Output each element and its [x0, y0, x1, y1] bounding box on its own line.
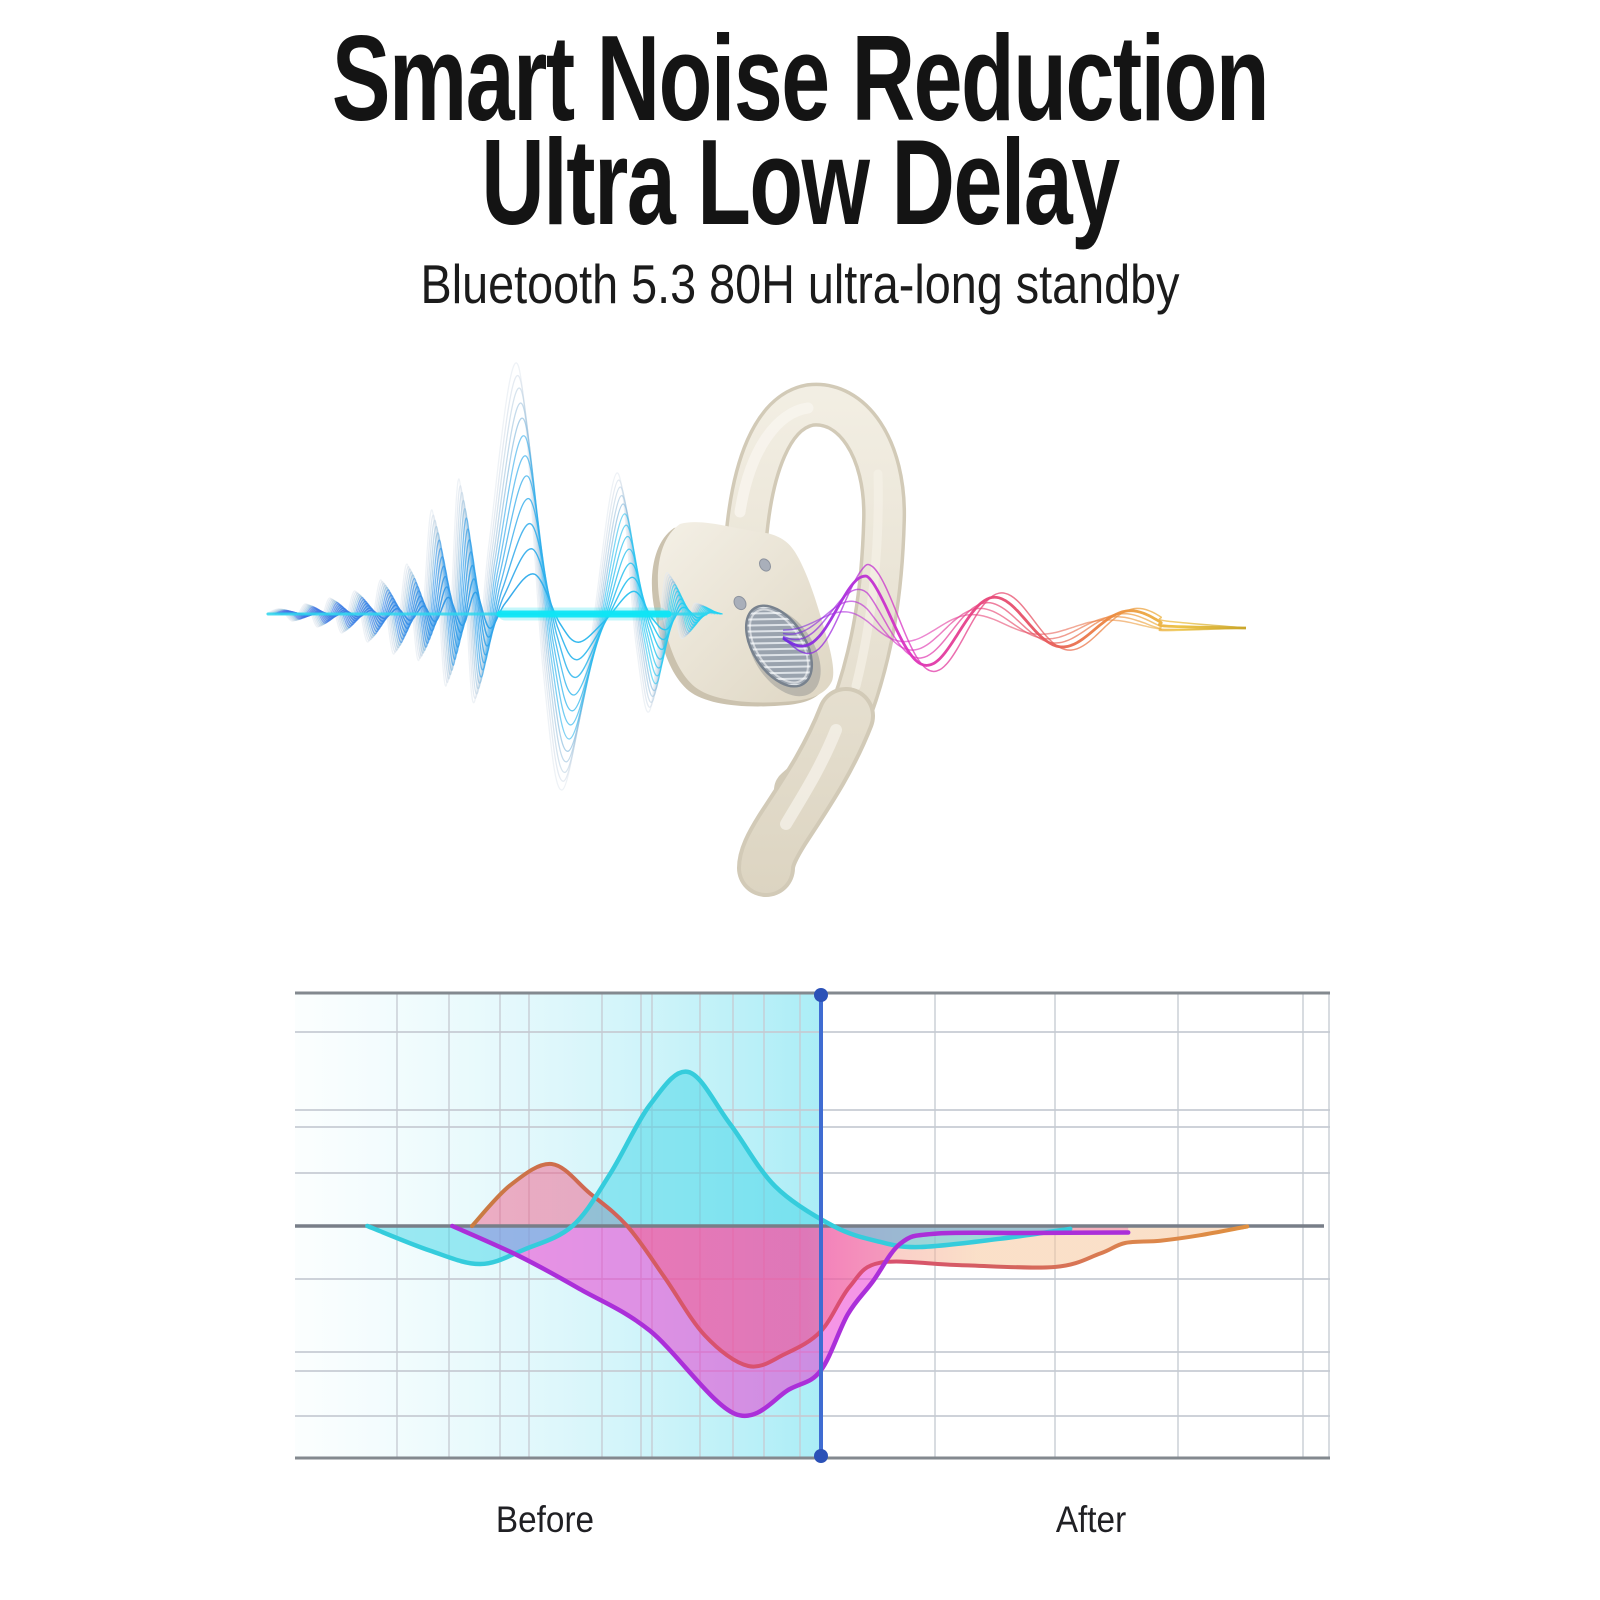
original-noise-wave-fill: [367, 1071, 1071, 1265]
noise-wave-line: [280, 548, 722, 661]
title-line-2: Ultra Low Delay: [481, 114, 1120, 250]
processed-sound-wave-graphic: [782, 563, 1247, 673]
subtitle: Bluetooth 5.3 80H ultra-long standby: [420, 253, 1180, 315]
chart-label-after: After: [1055, 1499, 1127, 1540]
earbud-graphic: [651, 382, 907, 897]
mic-hole-icon: [733, 595, 747, 611]
mic-hole-icon: [759, 558, 771, 572]
noise-wave-line: [282, 573, 723, 643]
ear-hook-highlight: [734, 402, 814, 518]
processed-wave-line: [782, 600, 1247, 651]
noise-wave-line: [268, 387, 710, 774]
noise-wave-line: [267, 374, 708, 782]
mid-frequency-wave-fill: [472, 1163, 1248, 1367]
noise-wave-line: [273, 435, 714, 740]
chart-label-before: Before: [495, 1499, 595, 1540]
noise-wave-line: [270, 402, 711, 763]
processed-wave-line: [782, 610, 1247, 643]
noise-reduction-chart: [295, 988, 1330, 1463]
noise-wave-line: [276, 475, 717, 712]
marker-dot-top: [814, 988, 828, 1002]
noise-wave-line: [279, 523, 720, 679]
noise-wave-line: [274, 455, 716, 726]
noise-wave-line: [277, 498, 719, 696]
incoming-noise-wave-graphic: [265, 362, 723, 791]
marker-dot-bottom: [814, 1449, 828, 1463]
noise-wave-line: [265, 362, 707, 791]
original-noise-wave-curve: [365, 1069, 1073, 1267]
page-title: Smart Noise Reduction Ultra Low Delay: [224, 10, 1376, 250]
title-line-1: Smart Noise Reduction: [331, 10, 1270, 146]
earbud-tail-highlight: [780, 724, 842, 830]
low-frequency-wave-curve: [450, 1223, 1131, 1418]
